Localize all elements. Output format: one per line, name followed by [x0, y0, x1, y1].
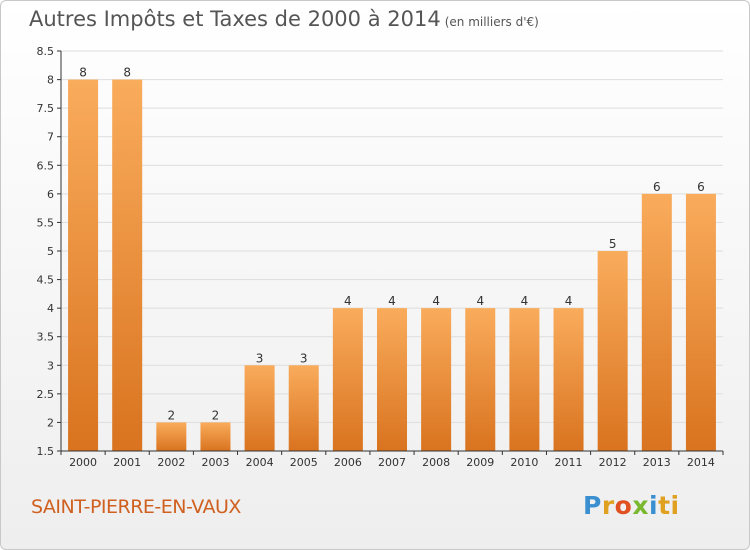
bar-2008 — [421, 308, 452, 451]
bar-2007 — [376, 308, 408, 451]
unit-text: (en milliers d'€) — [444, 15, 539, 29]
bar-2009 — [465, 308, 496, 451]
logo-letter: o — [614, 491, 633, 520]
data-label-2006: 4 — [344, 294, 352, 308]
y-tick-label: 6.5 — [37, 159, 55, 172]
bar-2014 — [685, 193, 716, 451]
bar-2006 — [332, 308, 363, 451]
logo-letter: i — [649, 491, 659, 520]
x-tick-label-2008: 2008 — [422, 456, 450, 469]
y-tick-label: 5.5 — [37, 216, 55, 229]
y-tick-label: 4 — [47, 302, 54, 315]
x-tick-label-2007: 2007 — [378, 456, 406, 469]
data-label-2000: 8 — [79, 66, 87, 80]
x-tick-label-2012: 2012 — [599, 456, 627, 469]
data-label-2007: 4 — [388, 294, 396, 308]
x-tick-label-2003: 2003 — [201, 456, 229, 469]
commune-name: SAINT-PIERRE-EN-VAUX — [31, 496, 241, 518]
y-tick-label: 2 — [47, 416, 54, 429]
logo-letter: P — [583, 491, 602, 520]
x-tick-label-2004: 2004 — [246, 456, 274, 469]
x-tick-label-2014: 2014 — [687, 456, 715, 469]
y-tick-label: 7 — [47, 131, 54, 144]
data-label-2012: 5 — [609, 237, 617, 251]
data-label-2010: 4 — [521, 294, 529, 308]
data-label-2001: 8 — [123, 66, 131, 80]
logo-letter: x — [632, 491, 649, 520]
y-tick-label: 8.5 — [37, 45, 55, 58]
y-tick-label: 7.5 — [37, 102, 55, 115]
x-tick-label-2006: 2006 — [334, 456, 362, 469]
bar-2002 — [156, 422, 187, 451]
logo-letter: ti — [658, 491, 680, 520]
data-label-2004: 3 — [256, 351, 264, 365]
bar-2005 — [288, 365, 319, 451]
data-label-2011: 4 — [565, 294, 573, 308]
bar-2011 — [553, 308, 584, 451]
x-tick-label-2000: 2000 — [69, 456, 97, 469]
x-tick-label-2002: 2002 — [157, 456, 185, 469]
bar-2000 — [68, 79, 99, 452]
bars — [68, 79, 716, 452]
y-tick-label: 2.5 — [37, 388, 55, 401]
bar-2001 — [112, 79, 143, 452]
bar-2012 — [597, 251, 628, 451]
proxiti-logo[interactable]: Proxiti — [583, 491, 680, 520]
y-tick-label: 8 — [47, 74, 54, 87]
data-labels: 8 8 2 2 3 3 4 4 4 4 4 4 5 6 6 — [79, 66, 705, 423]
chart-title: Autres Impôts et Taxes de 2000 à 2014 (en… — [29, 7, 539, 31]
data-label-2014: 6 — [697, 180, 705, 194]
axes: 1.5 2 2.5 3 3.5 4 4.5 5 5.5 6 6.5 7 7.5 8 8.5 2000 2001 2… — [37, 45, 724, 469]
y-tick-label: 5 — [47, 245, 54, 258]
y-tick-label: 3.5 — [37, 331, 55, 344]
x-tick-label-2001: 2001 — [113, 456, 141, 469]
data-label-2008: 4 — [432, 294, 440, 308]
bar-2003 — [200, 422, 231, 451]
logo-letter: r — [601, 491, 615, 520]
x-tick-label-2013: 2013 — [643, 456, 671, 469]
y-tick-label: 6 — [47, 188, 54, 201]
y-tick-label: 4.5 — [37, 274, 55, 287]
y-tick-label: 3 — [47, 359, 54, 372]
x-tick-label-2010: 2010 — [510, 456, 538, 469]
title-text: Autres Impôts et Taxes de 2000 à 2014 — [29, 7, 441, 31]
bar-2013 — [641, 193, 672, 451]
data-label-2002: 2 — [168, 408, 176, 422]
bar-2010 — [509, 308, 540, 451]
x-tick-label-2009: 2009 — [466, 456, 494, 469]
data-label-2005: 3 — [300, 351, 308, 365]
data-label-2013: 6 — [653, 180, 661, 194]
data-label-2003: 2 — [212, 408, 220, 422]
data-label-2009: 4 — [476, 294, 484, 308]
bar-2004 — [244, 365, 275, 451]
x-tick-label-2005: 2005 — [290, 456, 318, 469]
y-tick-label: 1.5 — [37, 445, 55, 458]
x-tick-label-2011: 2011 — [555, 456, 583, 469]
